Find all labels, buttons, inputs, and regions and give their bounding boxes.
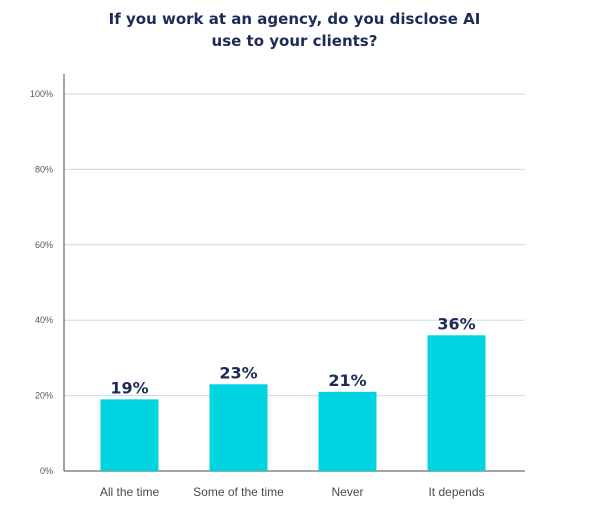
chart-title-line-2: use to your clients? bbox=[211, 32, 378, 50]
bar-value-label: 36% bbox=[437, 314, 475, 333]
category-label: Never bbox=[331, 485, 363, 499]
category-label: All the time bbox=[100, 485, 160, 499]
y-tick-label: 60% bbox=[35, 240, 53, 250]
bar bbox=[100, 399, 159, 471]
bar bbox=[427, 335, 486, 471]
y-tick-label: 40% bbox=[35, 315, 53, 325]
bar bbox=[209, 384, 268, 471]
bar-value-label: 21% bbox=[328, 371, 366, 390]
y-tick-label: 20% bbox=[35, 391, 53, 401]
bar bbox=[318, 391, 377, 471]
category-label: Some of the time bbox=[193, 485, 284, 499]
chart-title-line-1: If you work at an agency, do you disclos… bbox=[108, 10, 481, 28]
chart-title: If you work at an agency, do you disclos… bbox=[0, 8, 589, 52]
bar-value-label: 23% bbox=[219, 363, 257, 382]
bar-value-label: 19% bbox=[110, 378, 148, 397]
y-tick-label: 0% bbox=[40, 466, 53, 476]
category-label: It depends bbox=[428, 485, 484, 499]
y-tick-label: 100% bbox=[30, 89, 53, 99]
y-tick-label: 80% bbox=[35, 164, 53, 174]
